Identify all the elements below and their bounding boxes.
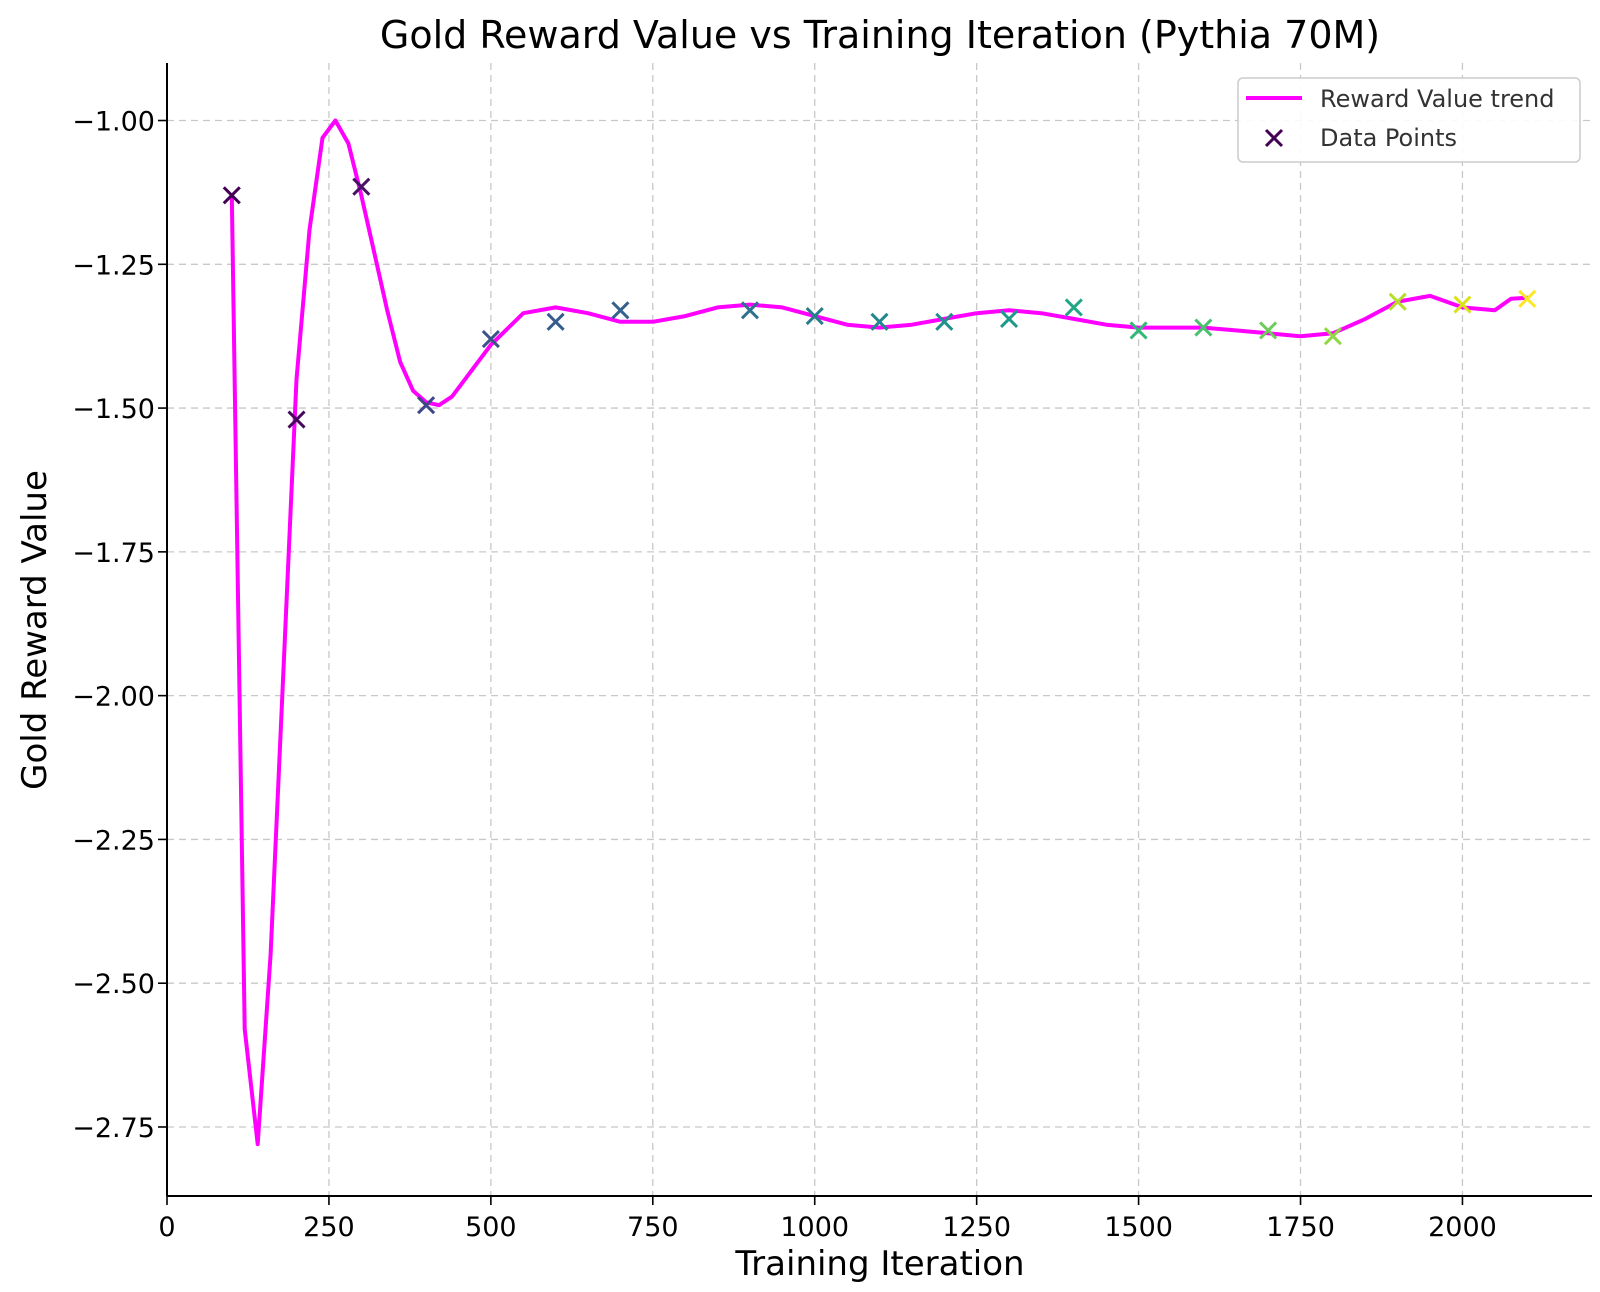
x-axis-ticks: 0 250 500 750 1000 1250 1500 1750 2000 — [158, 1196, 1497, 1243]
grid-lines — [166, 63, 1592, 1196]
y-tick-label: −2.75 — [72, 1113, 155, 1144]
data-point-marker — [805, 306, 824, 326]
y-tick-label: −2.25 — [72, 825, 155, 856]
chart-title: Gold Reward Value vs Training Iteration … — [380, 13, 1380, 57]
data-point-marker — [870, 312, 889, 331]
data-point-marker — [417, 396, 436, 415]
x-tick-label: 1250 — [942, 1212, 1011, 1243]
legend-marker-swatch — [1264, 128, 1284, 148]
y-tick-label: −2.00 — [72, 682, 155, 713]
y-tick-label: −2.50 — [72, 969, 155, 1000]
data-point-marker — [287, 410, 306, 429]
reward-trend-line — [229, 118, 1530, 1147]
data-point-marker — [352, 177, 371, 196]
data-point-marker — [1388, 292, 1407, 311]
x-tick-label: 250 — [303, 1212, 355, 1243]
y-axis-label: Gold Reward Value — [15, 470, 55, 790]
data-point-marker — [481, 330, 500, 349]
data-point-marker — [1194, 318, 1213, 337]
x-tick-label: 2000 — [1428, 1212, 1497, 1243]
x-axis-label: Training Iteration — [734, 1244, 1024, 1284]
y-tick-label: −1.25 — [72, 250, 155, 281]
data-point-marker — [1129, 321, 1148, 340]
legend-box — [1237, 77, 1581, 163]
data-point-marker — [1518, 289, 1537, 308]
y-tick-label: −1.00 — [72, 107, 155, 138]
data-point-marker — [1453, 295, 1472, 314]
x-tick-label: 1750 — [1266, 1212, 1335, 1243]
legend-label-points: Data Points — [1320, 124, 1457, 152]
data-point-marker — [1064, 298, 1083, 317]
data-point-marker — [1259, 321, 1278, 340]
data-point-marker — [740, 301, 760, 320]
y-tick-label: −1.50 — [72, 394, 155, 425]
legend: Reward Value trend Data Points — [1237, 77, 1581, 163]
x-tick-label: 1000 — [780, 1212, 849, 1243]
y-axis-ticks: −1.00 −1.25 −1.50 −1.75 −2.00 −2.25 −2.50 −2.75 — [72, 107, 167, 1144]
data-point-marker — [999, 309, 1019, 328]
x-tick-label: 750 — [627, 1212, 679, 1243]
data-point-marker — [935, 312, 954, 331]
plot-area — [222, 118, 1537, 1147]
data-point-marker — [611, 301, 630, 320]
data-point-marker — [546, 312, 565, 331]
x-tick-label: 0 — [158, 1212, 175, 1243]
axes — [166, 63, 1592, 1197]
data-point-marker — [222, 186, 241, 205]
legend-label-trend: Reward Value trend — [1320, 85, 1555, 113]
x-tick-label: 1500 — [1104, 1212, 1173, 1243]
x-tick-label: 500 — [465, 1212, 517, 1243]
data-point-marker — [1323, 327, 1342, 346]
y-tick-label: −1.75 — [72, 538, 155, 569]
